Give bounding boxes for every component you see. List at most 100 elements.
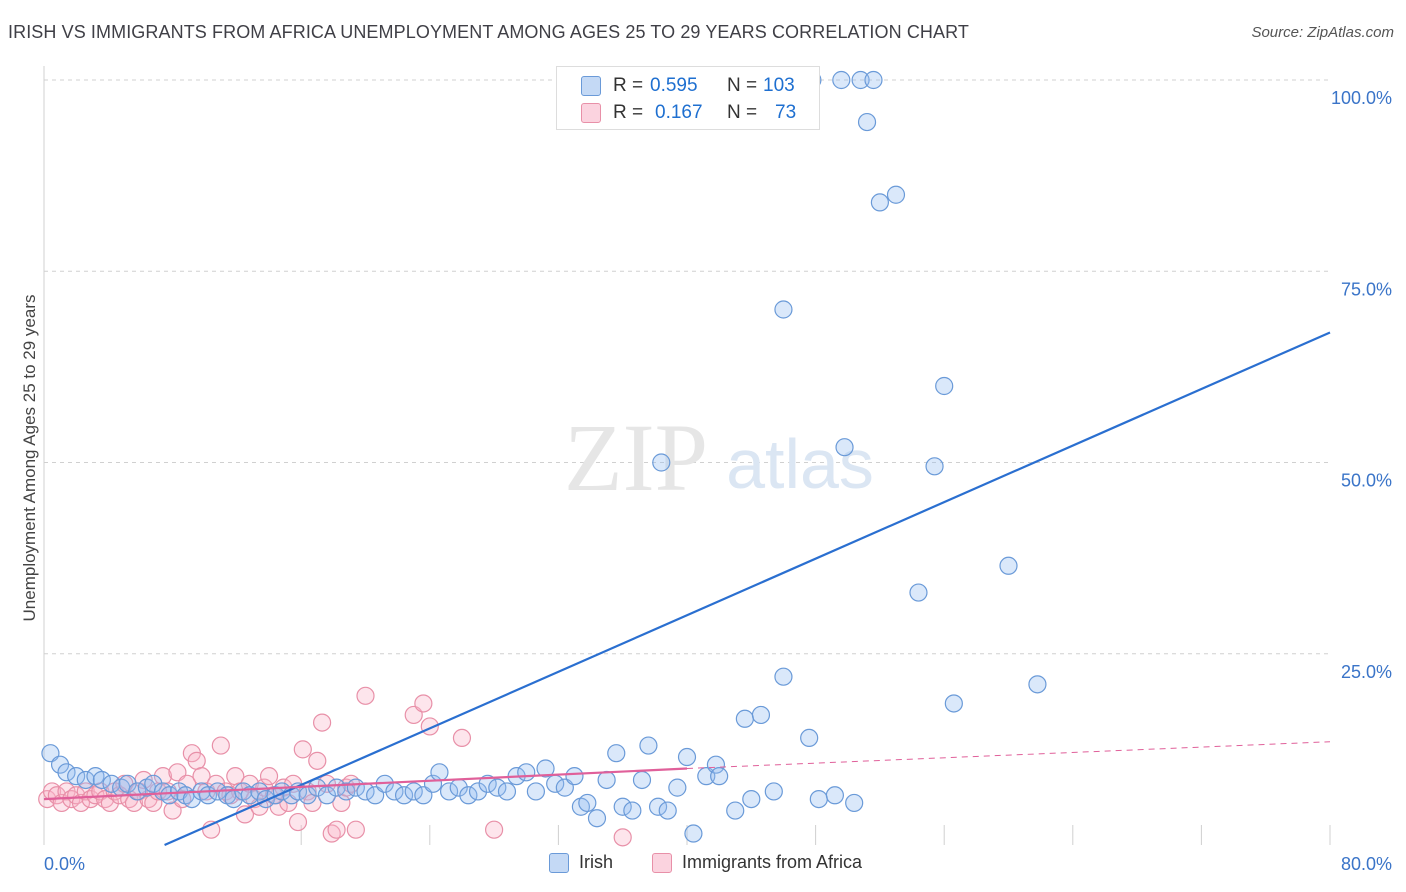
irish-point	[536, 759, 555, 778]
irish-point	[144, 774, 163, 793]
irish-point	[488, 778, 507, 797]
irish-point	[57, 763, 76, 782]
irish-point	[944, 694, 963, 713]
irish-points	[41, 70, 1047, 843]
y-tick-label: 50.0%	[1341, 471, 1392, 491]
irish-point	[578, 793, 597, 813]
legend-label-africa: Immigrants from Africa	[682, 852, 863, 872]
africa-point	[308, 751, 327, 770]
irish-point	[677, 747, 697, 767]
irish-point	[639, 736, 658, 755]
irish-point	[565, 767, 584, 786]
irish-trend-line	[164, 331, 1331, 847]
africa-point	[452, 728, 472, 748]
n-label: N =	[727, 102, 758, 123]
africa-point	[187, 751, 206, 770]
africa-legend-swatch	[652, 852, 672, 873]
irish-point	[648, 797, 668, 816]
irish-point	[935, 376, 954, 396]
irish-point	[909, 583, 928, 602]
africa-point	[414, 694, 433, 713]
irish-point	[742, 789, 761, 809]
irish-point	[497, 782, 517, 801]
irish-point	[394, 786, 414, 805]
irish-point	[864, 70, 883, 90]
watermark-zip: ZIP	[564, 404, 708, 511]
irish-point	[118, 774, 137, 793]
irish-point	[851, 70, 870, 90]
irish-point	[845, 793, 864, 813]
irish-point	[684, 824, 703, 843]
irish-point	[835, 438, 854, 457]
africa-point	[312, 713, 332, 732]
tick-labels: 25.0% 50.0% 75.0% 100.0% 0.0% 80.0%	[44, 88, 1392, 874]
irish-point	[404, 782, 423, 801]
trend-lines	[43, 331, 1331, 847]
irish-legend-swatch	[549, 852, 569, 873]
irish-point	[857, 112, 877, 132]
y-tick-label: 25.0%	[1341, 662, 1392, 682]
irish-point	[764, 782, 783, 801]
chart-title: IRISH VS IMMIGRANTS FROM AFRICA UNEMPLOY…	[8, 22, 969, 42]
n-label: N =	[727, 75, 758, 96]
legend-item-irish[interactable]: Irish	[549, 852, 613, 873]
irish-point	[517, 763, 536, 782]
irish-point	[526, 782, 545, 801]
irish-point	[825, 786, 844, 805]
irish-point	[652, 453, 671, 472]
r-label: R =	[613, 75, 644, 96]
irish-point	[67, 767, 86, 786]
irish-point	[102, 774, 121, 793]
africa-point	[356, 686, 375, 705]
africa-point	[259, 767, 279, 786]
irish-point	[735, 709, 754, 728]
r-value: 0.167	[655, 102, 703, 123]
irish-point	[710, 767, 729, 786]
irish-point	[1028, 675, 1047, 694]
irish-point	[337, 782, 356, 801]
source-label: Source: ZipAtlas.com	[1251, 24, 1394, 41]
irish-point	[327, 778, 346, 797]
irish-point	[308, 778, 327, 797]
irish-point	[478, 774, 497, 793]
africa-point	[293, 740, 312, 759]
irish-point	[774, 300, 793, 319]
africa-point	[211, 736, 230, 755]
irish-point	[668, 778, 687, 797]
africa-point	[100, 793, 120, 813]
irish-point	[623, 801, 642, 820]
irish-point	[439, 782, 459, 801]
africa-point	[485, 820, 504, 839]
irish-point	[613, 797, 632, 816]
irish-point	[430, 763, 449, 782]
stats-legend: R = 0.595 N = 103 R = 0.167 N = 73	[556, 66, 820, 130]
irish-point	[607, 744, 626, 763]
n-value: 73	[775, 102, 797, 123]
irish-point	[632, 770, 652, 790]
y-tick-label: 75.0%	[1341, 279, 1392, 299]
irish-point	[706, 755, 726, 774]
africa-point	[346, 820, 365, 839]
irish-point	[870, 193, 890, 212]
irish-point	[800, 728, 819, 748]
irish-point	[468, 782, 488, 801]
irish-point	[999, 556, 1018, 575]
irish-point	[92, 770, 111, 790]
irish-point	[658, 801, 677, 820]
africa-trend-line	[43, 767, 688, 801]
irish-point	[160, 786, 179, 805]
africa-swatch	[581, 103, 601, 123]
irish-point	[597, 770, 616, 790]
x-tick-label: 80.0%	[1341, 854, 1392, 874]
y-tick-label: 100.0%	[1331, 88, 1392, 108]
irish-point	[76, 770, 95, 790]
africa-point	[71, 793, 91, 813]
r-value: 0.595	[650, 75, 698, 96]
legend-item-africa[interactable]: Immigrants from Africa	[652, 852, 862, 873]
irish-point	[832, 70, 851, 90]
irish-point	[925, 457, 944, 476]
x-tick-label: 0.0%	[44, 854, 85, 874]
irish-point	[886, 185, 906, 204]
n-value: 103	[763, 75, 795, 96]
